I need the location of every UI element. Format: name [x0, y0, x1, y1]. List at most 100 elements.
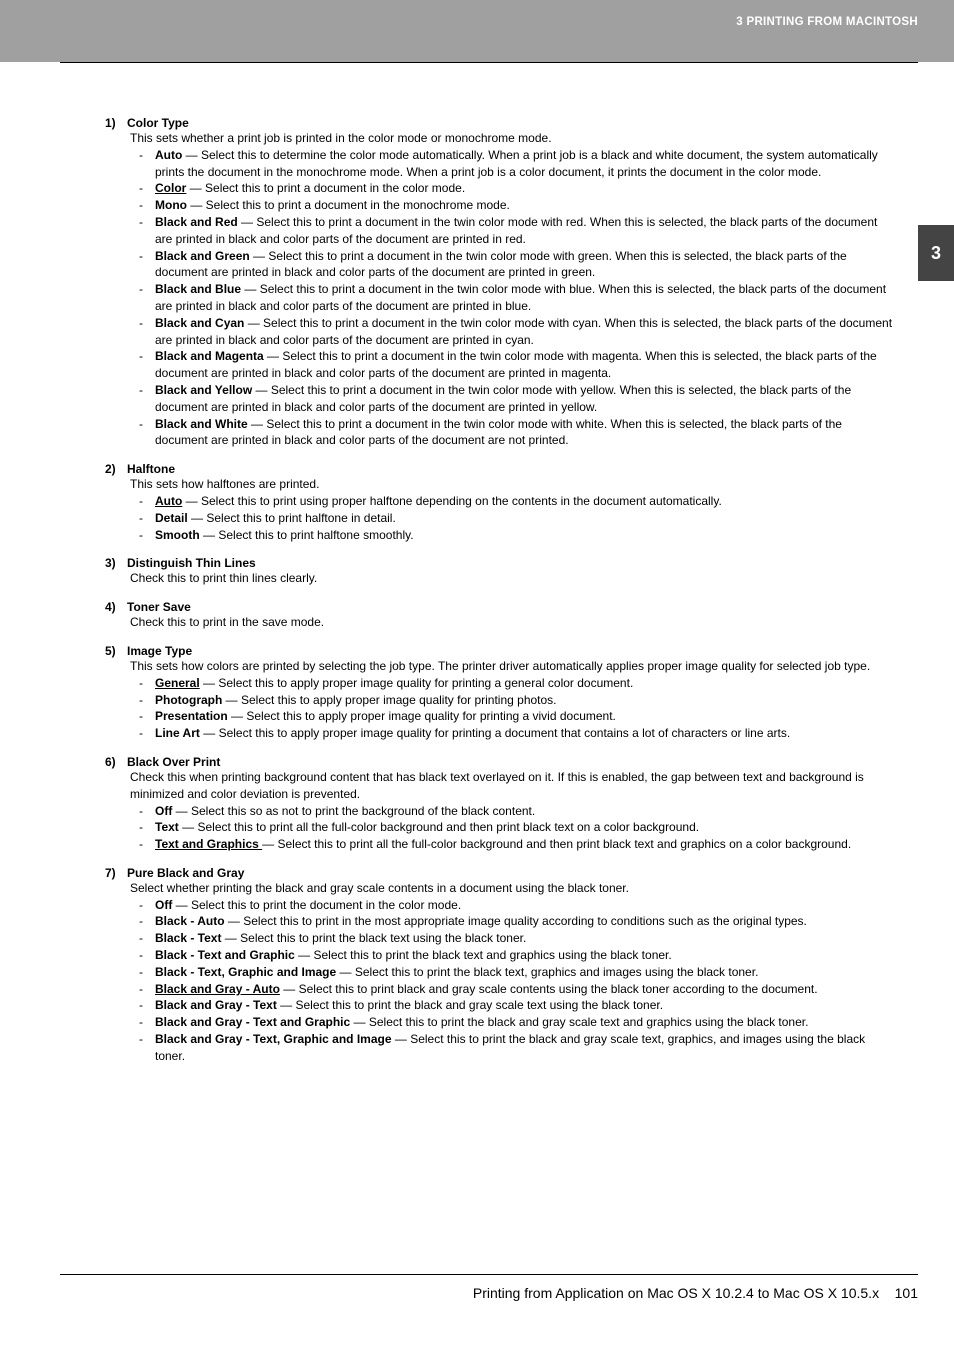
option-text: Select this to print a document in the t… [155, 215, 877, 246]
breadcrumb: 3 PRINTING FROM MACINTOSH [736, 16, 918, 28]
option-name: Color [155, 181, 186, 195]
page-footer: Printing from Application on Mac OS X 10… [60, 1274, 918, 1301]
option-name: Smooth [155, 528, 200, 542]
section: 1)Color TypeThis sets whether a print jo… [105, 116, 894, 449]
section: 6)Black Over PrintCheck this when printi… [105, 755, 894, 853]
section-heading: 7)Pure Black and Gray [105, 866, 894, 880]
option-name: Black and Cyan [155, 316, 244, 330]
section-body: Check this when printing background cont… [105, 769, 894, 853]
section-title: Color Type [127, 116, 189, 130]
option-item: Black and Gray - Text, Graphic and Image… [147, 1031, 894, 1065]
section-num: 6) [105, 755, 127, 769]
option-name: Off [155, 804, 172, 818]
option-name: Black and Gray - Auto [155, 982, 280, 996]
option-name: Line Art [155, 726, 200, 740]
option-item: Color — Select this to print a document … [147, 180, 894, 197]
option-text: Select this to print a document in the c… [205, 181, 465, 195]
section-desc: This sets how halftones are printed. [130, 476, 894, 493]
section: 5)Image TypeThis sets how colors are pri… [105, 644, 894, 742]
option-text: Select this to print a document in the t… [155, 417, 842, 448]
option-item: Mono — Select this to print a document i… [147, 197, 894, 214]
option-item: Black - Auto — Select this to print in t… [147, 913, 894, 930]
chapter-tab: 3 [918, 225, 954, 281]
option-item: Black and Magenta — Select this to print… [147, 348, 894, 382]
option-item: Black and Blue — Select this to print a … [147, 281, 894, 315]
option-item: Black and Cyan — Select this to print a … [147, 315, 894, 349]
option-item: Detail — Select this to print halftone i… [147, 510, 894, 527]
option-name: Presentation [155, 709, 228, 723]
option-item: Text — Select this to print all the full… [147, 819, 894, 836]
option-text: Select this to print the black text and … [314, 948, 672, 962]
section-desc: This sets whether a print job is printed… [130, 130, 894, 147]
option-item: Black and White — Select this to print a… [147, 416, 894, 450]
section-body: This sets how colors are printed by sele… [105, 658, 894, 742]
option-item: Auto — Select this to determine the colo… [147, 147, 894, 181]
section-body: This sets how halftones are printed.Auto… [105, 476, 894, 543]
option-text: Select this to print all the full-color … [197, 820, 699, 834]
option-name: Black - Text and Graphic [155, 948, 295, 962]
option-item: General — Select this to apply proper im… [147, 675, 894, 692]
section-heading: 4)Toner Save [105, 600, 894, 614]
section-title: Distinguish Thin Lines [127, 556, 256, 570]
option-item: Black and Yellow — Select this to print … [147, 382, 894, 416]
section: 2)HalftoneThis sets how halftones are pr… [105, 462, 894, 543]
option-name: Black and Yellow [155, 383, 252, 397]
section-title: Image Type [127, 644, 192, 658]
option-text: Select this to print a document in the t… [155, 383, 851, 414]
option-text: Select this to print a document in the m… [206, 198, 510, 212]
option-text: Select this to print all the full-color … [277, 837, 851, 851]
section: 7)Pure Black and GraySelect whether prin… [105, 866, 894, 1065]
option-name: Detail [155, 511, 188, 525]
option-name: Black and Red [155, 215, 238, 229]
option-item: Off — Select this so as not to print the… [147, 803, 894, 820]
option-text: Select this to print a document in the t… [155, 249, 847, 280]
section-heading: 2)Halftone [105, 462, 894, 476]
option-item: Photograph — Select this to apply proper… [147, 692, 894, 709]
option-text: Select this so as not to print the backg… [191, 804, 535, 818]
section-heading: 3)Distinguish Thin Lines [105, 556, 894, 570]
footer-text: Printing from Application on Mac OS X 10… [60, 1285, 918, 1301]
option-name: Black - Text [155, 931, 221, 945]
option-item: Black and Red — Select this to print a d… [147, 214, 894, 248]
section-num: 1) [105, 116, 127, 130]
option-name: Black and Blue [155, 282, 241, 296]
content-body: 1)Color TypeThis sets whether a print jo… [0, 63, 954, 1065]
option-text: Select this to print the black text usin… [240, 931, 526, 945]
section-num: 2) [105, 462, 127, 476]
option-list: General — Select this to apply proper im… [130, 675, 894, 742]
section-body: Check this to print thin lines clearly. [105, 570, 894, 587]
option-text: Select this to print a document in the t… [155, 282, 886, 313]
option-item: Off — Select this to print the document … [147, 897, 894, 914]
option-name: Black and Gray - Text, Graphic and Image [155, 1032, 392, 1046]
section-body: Check this to print in the save mode. [105, 614, 894, 631]
section-desc: Check this when printing background cont… [130, 769, 894, 803]
option-text: Select this to apply proper image qualit… [219, 726, 791, 740]
section: 3)Distinguish Thin LinesCheck this to pr… [105, 556, 894, 587]
option-list: Auto — Select this to determine the colo… [130, 147, 894, 449]
option-name: Mono [155, 198, 187, 212]
option-text: Select this to print the document in the… [191, 898, 461, 912]
option-text: Select this to print black and gray scal… [299, 982, 818, 996]
option-name: Text and Graphics [155, 837, 262, 851]
section: 4)Toner SaveCheck this to print in the s… [105, 600, 894, 631]
section-heading: 5)Image Type [105, 644, 894, 658]
section-title: Black Over Print [127, 755, 220, 769]
option-text: Select this to determine the color mode … [155, 148, 878, 179]
option-item: Text and Graphics — Select this to print… [147, 836, 894, 853]
section-heading: 1)Color Type [105, 116, 894, 130]
option-item: Presentation — Select this to apply prop… [147, 708, 894, 725]
option-item: Black - Text, Graphic and Image — Select… [147, 964, 894, 981]
section-title: Toner Save [127, 600, 191, 614]
option-name: Black - Auto [155, 914, 225, 928]
section-desc: This sets how colors are printed by sele… [130, 658, 894, 675]
option-item: Smooth — Select this to print halftone s… [147, 527, 894, 544]
option-name: Black and Green [155, 249, 250, 263]
option-name: Black and Gray - Text and Graphic [155, 1015, 350, 1029]
option-text: Select this to apply proper image qualit… [218, 676, 633, 690]
option-name: Photograph [155, 693, 222, 707]
section-body: Select whether printing the black and gr… [105, 880, 894, 1065]
option-text: Select this to print using proper halfto… [201, 494, 722, 508]
option-item: Black and Gray - Auto — Select this to p… [147, 981, 894, 998]
section-num: 5) [105, 644, 127, 658]
option-name: Off [155, 898, 172, 912]
